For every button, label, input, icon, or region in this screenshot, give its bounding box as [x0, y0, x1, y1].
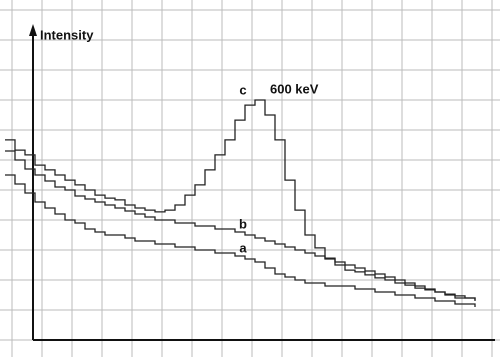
annotation: 600 keV — [270, 81, 319, 96]
series-label: b — [239, 216, 247, 231]
series-line — [5, 150, 476, 301]
series-label: c — [239, 83, 246, 98]
series-line — [5, 174, 476, 307]
series-label: a — [239, 240, 247, 255]
y-axis-label: Intensity — [40, 27, 94, 42]
y-axis-arrow — [29, 24, 37, 36]
series-line — [5, 99, 476, 301]
